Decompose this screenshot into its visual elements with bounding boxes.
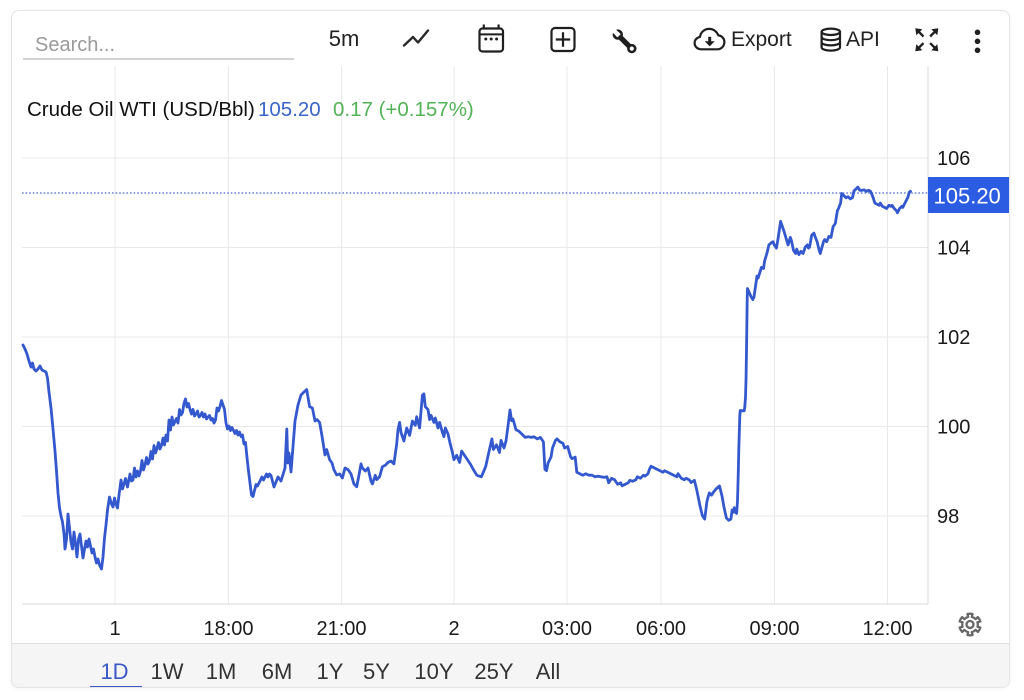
svg-text:2: 2 — [448, 618, 459, 640]
svg-text:100: 100 — [937, 417, 970, 439]
svg-text:104: 104 — [937, 238, 970, 260]
svg-text:09:00: 09:00 — [749, 618, 799, 640]
svg-text:98: 98 — [937, 506, 959, 528]
svg-text:106: 106 — [937, 148, 970, 170]
svg-text:102: 102 — [937, 327, 970, 349]
svg-text:105.20: 105.20 — [934, 184, 1001, 209]
svg-text:1: 1 — [109, 618, 120, 640]
svg-text:03:00: 03:00 — [542, 618, 592, 640]
svg-text:06:00: 06:00 — [636, 618, 686, 640]
svg-text:18:00: 18:00 — [203, 618, 253, 640]
svg-text:21:00: 21:00 — [316, 618, 366, 640]
svg-text:12:00: 12:00 — [862, 618, 912, 640]
